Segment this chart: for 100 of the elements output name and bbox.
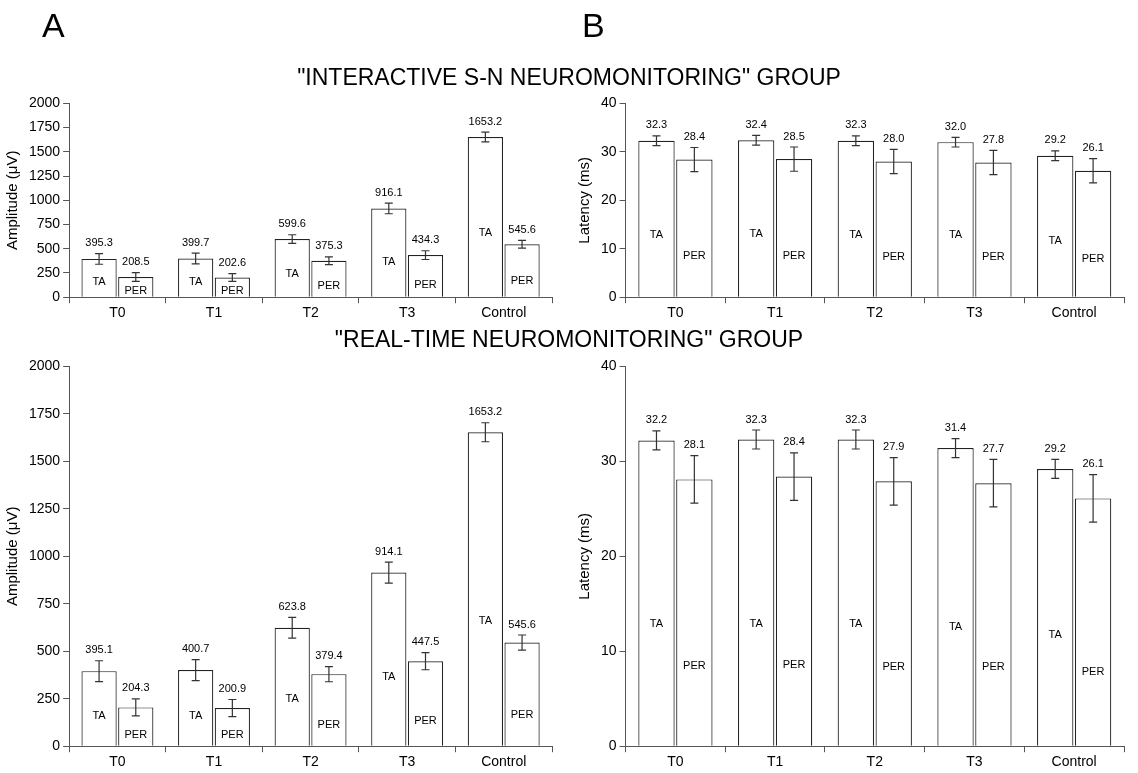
y-tick-label: 1250	[28, 166, 61, 183]
y-tick-label: 2000	[28, 94, 61, 111]
x-tick-label: T1	[205, 304, 223, 321]
y-tick-label: 20	[600, 191, 617, 208]
data-label: 447.5	[411, 635, 440, 648]
data-label: 375.3	[315, 239, 343, 252]
data-label: 28.5	[783, 129, 805, 142]
y-axis-title: Latency (ms)	[575, 512, 593, 600]
data-label: 1653.2	[468, 114, 503, 127]
data-label: 32.3	[845, 412, 867, 425]
y-tick-label: 30	[600, 142, 617, 159]
text: PER	[414, 713, 437, 726]
series-label: TA	[749, 227, 764, 240]
data-label: 31.4	[944, 421, 967, 434]
y-tick-label: 0	[608, 737, 617, 754]
data-label: 26.1	[1082, 141, 1104, 154]
text: PER	[982, 249, 1005, 262]
y-tick-label: 250	[36, 689, 61, 706]
x-tick-label: Control	[481, 753, 527, 770]
data-label: 32.4	[745, 117, 767, 130]
data-label: 916.1	[375, 185, 403, 198]
data-label: 204.3	[122, 681, 150, 694]
data-label: 27.8	[982, 132, 1005, 145]
text: TA	[1048, 233, 1062, 246]
text: TA	[92, 709, 106, 722]
y-tick-label: 500	[36, 642, 61, 659]
y-tick-label: 0	[52, 737, 61, 754]
y-tick-label: 40	[600, 357, 617, 374]
data-label: 208.5	[122, 255, 150, 268]
text: PER	[317, 279, 341, 292]
text: PER	[221, 727, 244, 740]
x-tick-label: T2	[866, 304, 884, 321]
y-tick-label: 1500	[28, 142, 61, 159]
data-label: 914.1	[375, 544, 403, 557]
text: TA	[1048, 628, 1062, 641]
data-label: 32.0	[944, 119, 967, 132]
text: TA	[948, 228, 963, 241]
text: TA	[189, 708, 203, 721]
x-tick-label: T3	[398, 304, 416, 321]
y-tick-label: 1000	[28, 547, 61, 564]
x-tick-label: T3	[966, 304, 983, 321]
data-label: 434.3	[411, 233, 440, 246]
text: TA	[478, 613, 492, 626]
data-label: 32.3	[845, 118, 867, 131]
data-label: 1653.2	[468, 405, 503, 418]
x-tick-label: T1	[766, 304, 784, 321]
series-label: PER	[1081, 252, 1105, 265]
text: PER	[982, 660, 1005, 673]
data-label: 200.9	[218, 682, 247, 695]
y-axis-title: Latency (ms)	[575, 156, 593, 244]
y-tick-label: 2000	[28, 357, 61, 374]
data-label: 32.2	[645, 413, 668, 426]
x-tick-label: T1	[766, 753, 784, 770]
text: TA	[948, 619, 963, 632]
data-label: 395.1	[85, 643, 113, 656]
y-tick-label: 10	[600, 239, 617, 256]
x-tick-label: T2	[866, 753, 884, 770]
text: PER	[782, 248, 806, 261]
y-tick-label: 30	[600, 452, 617, 469]
y-tick-label: 750	[36, 215, 61, 232]
y-tick-label: 250	[36, 263, 61, 280]
data-label: 545.6	[508, 617, 536, 630]
text: TA	[478, 226, 492, 239]
series-label: PER	[1081, 664, 1105, 677]
x-tick-label: T0	[667, 753, 684, 770]
text: PER	[510, 274, 534, 287]
y-tick-label: 40	[600, 94, 617, 111]
data-label: 202.6	[218, 256, 247, 269]
data-label: 28.0	[883, 131, 905, 144]
series-label: TA	[285, 691, 300, 704]
y-tick-label: 1250	[28, 499, 61, 516]
series-label: TA	[749, 616, 764, 629]
text: PER	[414, 277, 437, 290]
text: PER	[510, 708, 534, 721]
text: A	[42, 6, 65, 45]
text: TA	[849, 616, 863, 629]
data-label: 545.6	[508, 222, 536, 235]
data-label: 599.6	[278, 217, 306, 230]
x-tick-label: Control	[481, 304, 527, 321]
text: PER	[683, 659, 706, 672]
y-tick-label: 750	[36, 594, 61, 611]
data-label: 379.4	[315, 649, 343, 662]
text: TA	[849, 227, 863, 240]
data-label: 28.4	[683, 130, 706, 143]
text: PER	[882, 249, 906, 262]
x-tick-label: T3	[966, 753, 983, 770]
y-tick-label: 0	[52, 288, 61, 305]
x-tick-label: T0	[667, 304, 684, 321]
y-axis-title: Amplitude (μV)	[3, 506, 21, 607]
text: TA	[382, 669, 396, 682]
data-label: 27.9	[883, 440, 905, 453]
text: TA	[382, 254, 396, 267]
data-label: 26.1	[1082, 457, 1104, 470]
x-tick-label: Control	[1051, 753, 1097, 770]
y-tick-label: 1000	[28, 191, 61, 208]
text: PER	[317, 717, 341, 730]
data-label: 29.2	[1044, 441, 1066, 454]
text: PER	[124, 284, 148, 297]
data-label: 27.7	[982, 441, 1005, 454]
text: TA	[189, 274, 203, 287]
